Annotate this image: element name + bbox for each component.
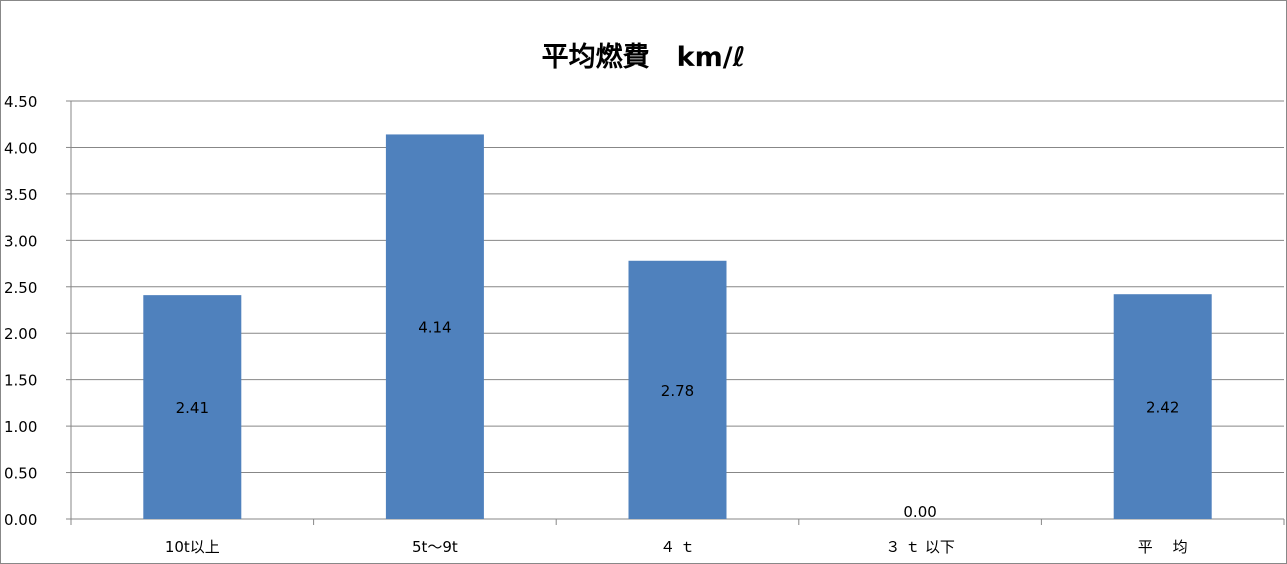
y-tick-label: 3.50 (4, 186, 37, 204)
y-tick-label: 0.50 (4, 465, 37, 483)
bar (628, 260, 727, 519)
data-label: 4.14 (418, 319, 451, 337)
y-tick-label: 2.00 (4, 325, 37, 343)
x-tick-label: 10t以上 (165, 538, 220, 556)
x-tick-label: ３ ｔ 以下 (885, 538, 955, 556)
y-tick-label: 4.50 (4, 93, 37, 111)
y-tick-label: 0.00 (4, 511, 37, 529)
x-tick-label: 5t〜9t (412, 538, 458, 556)
bar (1113, 294, 1212, 519)
x-tick-label: 平 均 (1138, 538, 1188, 556)
bar (143, 295, 242, 519)
data-label: 0.00 (903, 503, 936, 521)
data-label: 2.42 (1146, 399, 1179, 417)
y-tick-label: 4.00 (4, 139, 37, 157)
chart-title: 平均燃費 km/ℓ (541, 42, 746, 73)
data-label: 2.78 (661, 382, 694, 400)
data-label: 2.41 (176, 399, 209, 417)
y-tick-label: 3.00 (4, 232, 37, 250)
y-tick-label: 1.00 (4, 418, 37, 436)
x-tick-label: ４ ｔ (660, 538, 695, 556)
bar (385, 134, 484, 519)
y-tick-label: 2.50 (4, 279, 37, 297)
y-tick-label: 1.50 (4, 372, 37, 390)
